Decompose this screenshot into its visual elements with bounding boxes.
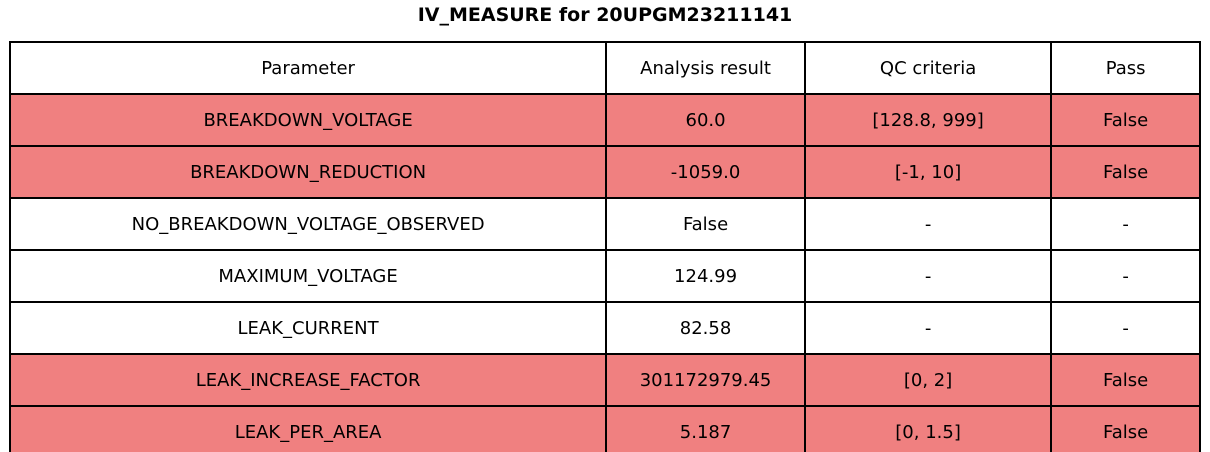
cell-qc-criteria: [0, 1.5] — [803, 405, 1053, 452]
cell-qc-criteria: [128.8, 999] — [803, 93, 1053, 147]
column-header-parameter: Parameter — [8, 41, 608, 95]
cell-qc-criteria: [0, 2] — [803, 353, 1053, 407]
cell-pass: - — [1050, 197, 1201, 251]
table-header-row: Parameter Analysis result QC criteria Pa… — [8, 41, 1201, 95]
cell-analysis-result: False — [605, 197, 806, 251]
qc-results-table: Parameter Analysis result QC criteria Pa… — [8, 41, 1201, 452]
column-header-qc-criteria: QC criteria — [803, 41, 1053, 95]
table-row: MAXIMUM_VOLTAGE 124.99- - — [8, 249, 1201, 303]
cell-pass: False — [1050, 93, 1201, 147]
cell-analysis-result: 60.0 — [605, 93, 806, 147]
cell-qc-criteria: - — [803, 249, 1053, 303]
column-header-pass: Pass — [1050, 41, 1201, 95]
cell-analysis-result: 301172979.45 — [605, 353, 806, 407]
cell-parameter: LEAK_PER_AREA — [8, 405, 608, 452]
page-title: IV_MEASURE for 20UPGM23211141 — [417, 4, 793, 26]
cell-qc-criteria: - — [803, 301, 1053, 355]
cell-analysis-result: -1059.0 — [605, 145, 806, 199]
table-body: BREAKDOWN_VOLTAGE 60.0 [128.8, 999] False BR… — [8, 93, 1201, 452]
cell-parameter: BREAKDOWN_VOLTAGE — [8, 93, 608, 147]
cell-pass: False — [1050, 145, 1201, 199]
cell-pass: False — [1050, 405, 1201, 452]
column-header-analysis-result: Analysis result — [605, 41, 806, 95]
table-row: NO_BREAKDOWN_VOLTAGE_OBSERVED False - - — [8, 197, 1201, 251]
cell-pass: - — [1050, 249, 1201, 303]
cell-pass: False — [1050, 353, 1201, 407]
table-row: LEAK_PER_AREA 5.187 [0, 1.5] False — [8, 405, 1201, 452]
cell-parameter: LEAK_CURRENT — [8, 301, 608, 355]
table-row: BREAKDOWN_REDUCTION -1059.0 [-1, 10] False — [8, 145, 1201, 199]
cell-parameter: BREAKDOWN_REDUCTION — [8, 145, 608, 199]
cell-qc-criteria: [-1, 10] — [803, 145, 1053, 199]
cell-analysis-result: 82.58 — [605, 301, 806, 355]
cell-qc-criteria: - — [803, 197, 1053, 251]
cell-parameter: NO_BREAKDOWN_VOLTAGE_OBSERVED — [8, 197, 608, 251]
cell-analysis-result: 124.99 — [605, 249, 806, 303]
cell-parameter: LEAK_INCREASE_FACTOR — [8, 353, 608, 407]
cell-parameter: MAXIMUM_VOLTAGE — [8, 249, 608, 303]
cell-analysis-result: 5.187 — [605, 405, 806, 452]
table-row: BREAKDOWN_VOLTAGE 60.0 [128.8, 999] False — [8, 93, 1201, 147]
table-row: LEAK_INCREASE_FACTOR 301172979.45 [0, 2] Fa… — [8, 353, 1201, 407]
cell-pass: - — [1050, 301, 1201, 355]
table-row: LEAK_CURRENT 82.58- - — [8, 301, 1201, 355]
